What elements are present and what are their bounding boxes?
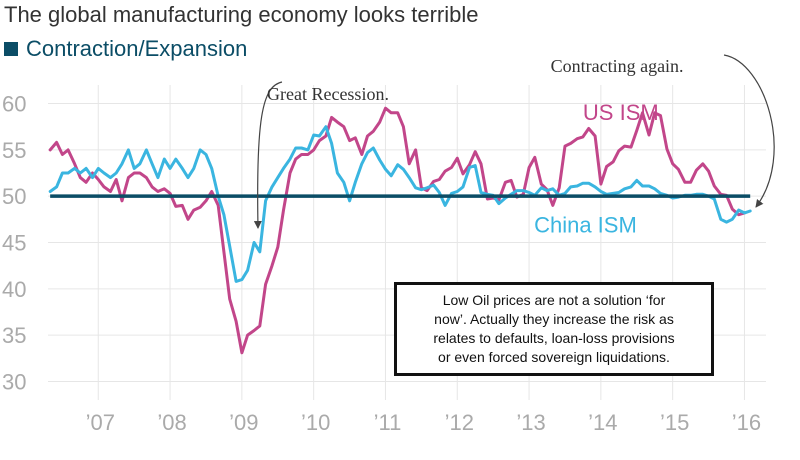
legend: Contraction/Expansion: [4, 36, 247, 62]
y-tick-label: 55: [2, 138, 26, 163]
series-labels: US ISM China ISM: [534, 100, 659, 237]
x-tick-label: ’15: [660, 410, 689, 435]
annotations: Great Recession. Contracting again.: [253, 54, 775, 229]
x-tick-label: ’10: [301, 410, 330, 435]
x-axis-ticks: ’07 ’08 ’09 ’10 ’11 ’12 ’13 ’14 ’15 ’16: [86, 410, 762, 435]
note-line: now’. Actually they increase the risk as: [434, 311, 674, 327]
note-line: relates to defaults, loan-loss provision…: [433, 330, 675, 346]
series-lines: [48, 106, 752, 355]
x-tick-label: ’11: [374, 410, 402, 435]
x-tick-label: ’13: [516, 410, 545, 435]
y-tick-label: 50: [2, 184, 26, 209]
contracting-again-annotation: Contracting again.: [551, 56, 684, 76]
legend-label: Contraction/Expansion: [26, 36, 248, 61]
x-tick-label: ’09: [229, 410, 258, 435]
note-line: Low Oil prices are not a solution ‘for: [442, 292, 666, 308]
x-tick-label: ’14: [588, 410, 617, 435]
note-box: Low Oil prices are not a solution ‘for n…: [394, 282, 714, 376]
y-tick-label: 35: [2, 323, 26, 348]
x-tick-label: ’16: [732, 410, 761, 435]
y-tick-label: 60: [2, 92, 26, 117]
legend-swatch: [4, 42, 18, 56]
great-recession-arrow: [253, 81, 283, 229]
great-recession-annotation: Great Recession.: [267, 84, 389, 104]
series-label-china-ism: China ISM: [534, 212, 637, 237]
chart-title: The global manufacturing economy looks t…: [4, 2, 479, 27]
y-tick-label: 40: [2, 277, 26, 302]
series-line-us-ism: [48, 106, 746, 355]
series-line-china-ism: [48, 125, 752, 283]
x-tick-label: ’12: [445, 410, 474, 435]
y-axis-ticks: 30 35 40 45 50 55 60: [2, 92, 26, 395]
x-tick-label: ’08: [157, 410, 186, 435]
x-tick-label: ’07: [86, 410, 115, 435]
note-line: or even forced sovereign liquidations.: [438, 349, 670, 365]
contracting-again-arrow: [723, 54, 775, 208]
y-tick-label: 45: [2, 231, 26, 256]
y-tick-label: 30: [2, 369, 26, 394]
series-label-us-ism: US ISM: [583, 100, 659, 125]
